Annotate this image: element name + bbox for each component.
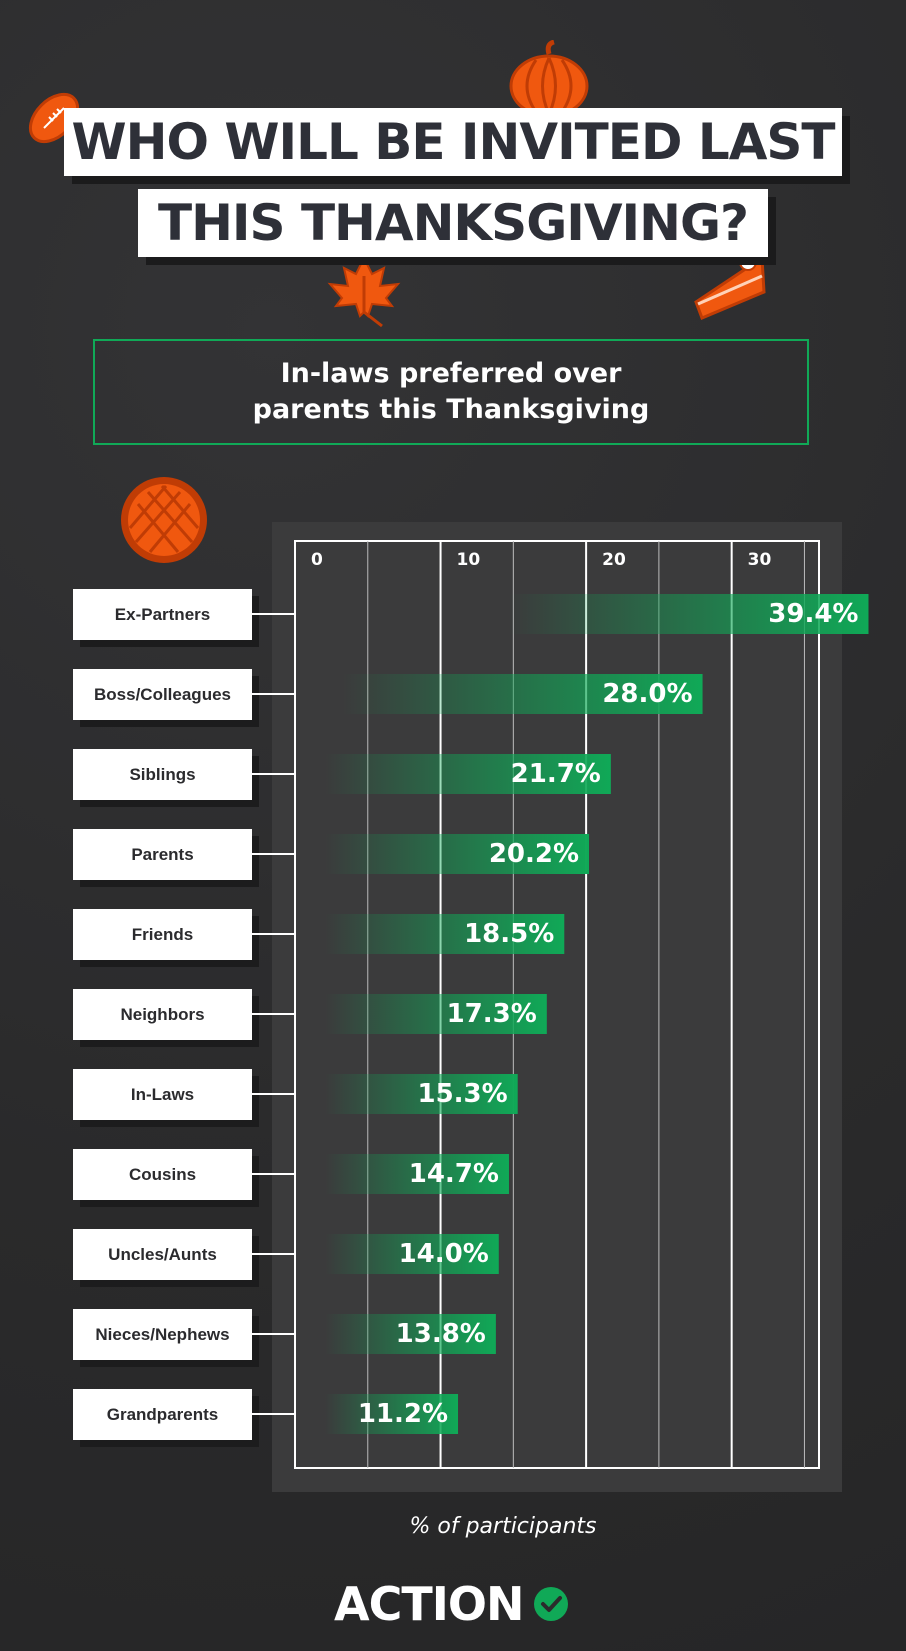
- bar-value-label: 39.4%: [768, 599, 859, 629]
- label-connector: [252, 693, 294, 695]
- category-label: In-Laws: [73, 1068, 252, 1120]
- brand-logo: ACTION: [334, 1574, 569, 1634]
- x-tick-label: 30: [747, 550, 772, 570]
- bar-value-label: 28.0%: [602, 679, 693, 709]
- page-title-line-2: THIS THANKSGIVING?: [138, 189, 768, 257]
- bar: [325, 834, 590, 874]
- bar-value-label: 15.3%: [417, 1079, 508, 1109]
- bar: [325, 914, 565, 954]
- label-connector: [252, 1413, 294, 1415]
- label-connector: [252, 1013, 294, 1015]
- bar-value-label: 17.3%: [446, 999, 537, 1029]
- label-connector: [252, 1173, 294, 1175]
- bar: [325, 1074, 518, 1114]
- bar: [325, 1314, 496, 1354]
- bar: [508, 594, 869, 634]
- pumpkin-icon: [509, 40, 589, 118]
- maple-leaf-icon: [327, 255, 401, 328]
- bar: [325, 1154, 509, 1194]
- category-label: Grandparents: [73, 1388, 252, 1440]
- category-label: Ex-Partners: [73, 588, 252, 640]
- bar-value-label: 21.7%: [510, 759, 601, 789]
- bar: [325, 1234, 499, 1274]
- category-label: Neighbors: [73, 988, 252, 1040]
- bar: [325, 1394, 459, 1434]
- plot-frame: [294, 540, 820, 1469]
- category-label: Friends: [73, 908, 252, 960]
- x-tick-label: 0: [311, 550, 323, 570]
- bar: [325, 994, 547, 1034]
- label-connector: [252, 933, 294, 935]
- bar-value-label: 13.8%: [395, 1319, 486, 1349]
- pie-slice-icon: [694, 253, 766, 320]
- check-circle-icon: [534, 1587, 569, 1621]
- label-connector: [252, 1093, 294, 1095]
- lattice-pie-icon: [121, 477, 207, 563]
- label-connector: [252, 773, 294, 775]
- brand-name: ACTION: [334, 1577, 524, 1631]
- bar-value-label: 18.5%: [464, 919, 555, 949]
- category-label: Siblings: [73, 748, 252, 800]
- subtitle-line-2: parents this Thanksgiving: [252, 394, 650, 425]
- bar-value-label: 20.2%: [488, 839, 580, 869]
- category-label: Boss/Colleagues: [73, 668, 252, 720]
- label-connector: [252, 613, 294, 615]
- page-title-line-1: WHO WILL BE INVITED LAST: [64, 108, 842, 176]
- bar-value-label: 14.7%: [408, 1159, 499, 1189]
- x-tick-label: 20: [602, 550, 626, 570]
- bar: [325, 754, 611, 794]
- category-label: Uncles/Aunts: [73, 1228, 252, 1280]
- category-label: Nieces/Nephews: [73, 1308, 252, 1360]
- subtitle-box: In-laws preferred over parents this Than…: [93, 339, 809, 445]
- x-tick-label: 10: [456, 550, 481, 570]
- x-axis-label: % of participants: [409, 1514, 597, 1539]
- label-connector: [252, 853, 294, 855]
- subtitle-line-1: In-laws preferred over: [280, 358, 622, 389]
- bar-value-label: 14.0%: [398, 1239, 489, 1269]
- label-connector: [252, 1333, 294, 1335]
- bar-value-label: 11.2%: [357, 1399, 449, 1429]
- bar: [342, 674, 703, 714]
- category-label: Parents: [73, 828, 252, 880]
- label-connector: [252, 1253, 294, 1255]
- category-label: Cousins: [73, 1148, 252, 1200]
